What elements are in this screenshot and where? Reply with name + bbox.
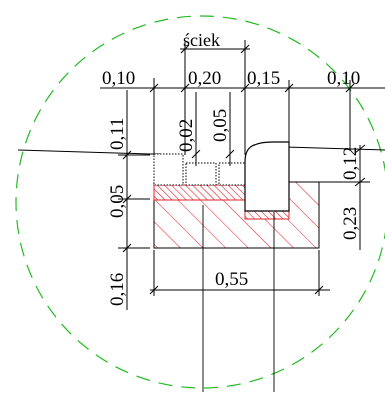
gutter-block-3 <box>218 162 246 186</box>
top-dim-1: 0,10 <box>102 68 135 89</box>
curb-bedding <box>244 210 290 220</box>
pavement-surface-line <box>17 149 160 155</box>
bottom-dimension-line <box>149 250 330 296</box>
bottom-dim: 0,55 <box>215 269 248 290</box>
detail-circle <box>15 15 385 389</box>
left-dim-3: 0,05 <box>210 109 231 142</box>
top-dimension-line <box>100 40 385 155</box>
mortar-bedding <box>153 184 246 201</box>
left-dimension-line <box>118 90 235 310</box>
top-dim-4: 0,10 <box>327 68 360 89</box>
left-dim-1: 0,11 <box>107 117 128 150</box>
gutter-block-2 <box>185 162 217 186</box>
top-dim-2: 0,20 <box>188 68 221 89</box>
right-dim-1: 0,12 <box>340 147 361 180</box>
right-dim-2: 0,23 <box>340 207 361 240</box>
gutter-block-1 <box>153 153 184 186</box>
left-dim-4: 0,05 <box>107 185 128 218</box>
title-label: ściek <box>183 30 220 50</box>
top-dim-3: 0,15 <box>247 68 280 89</box>
sidewalk-surface-line <box>284 146 385 151</box>
left-dim-5: 0,16 <box>107 273 128 306</box>
curb-stone <box>244 141 290 212</box>
left-dim-2: 0,02 <box>176 119 197 152</box>
right-dimension-line <box>319 144 370 250</box>
